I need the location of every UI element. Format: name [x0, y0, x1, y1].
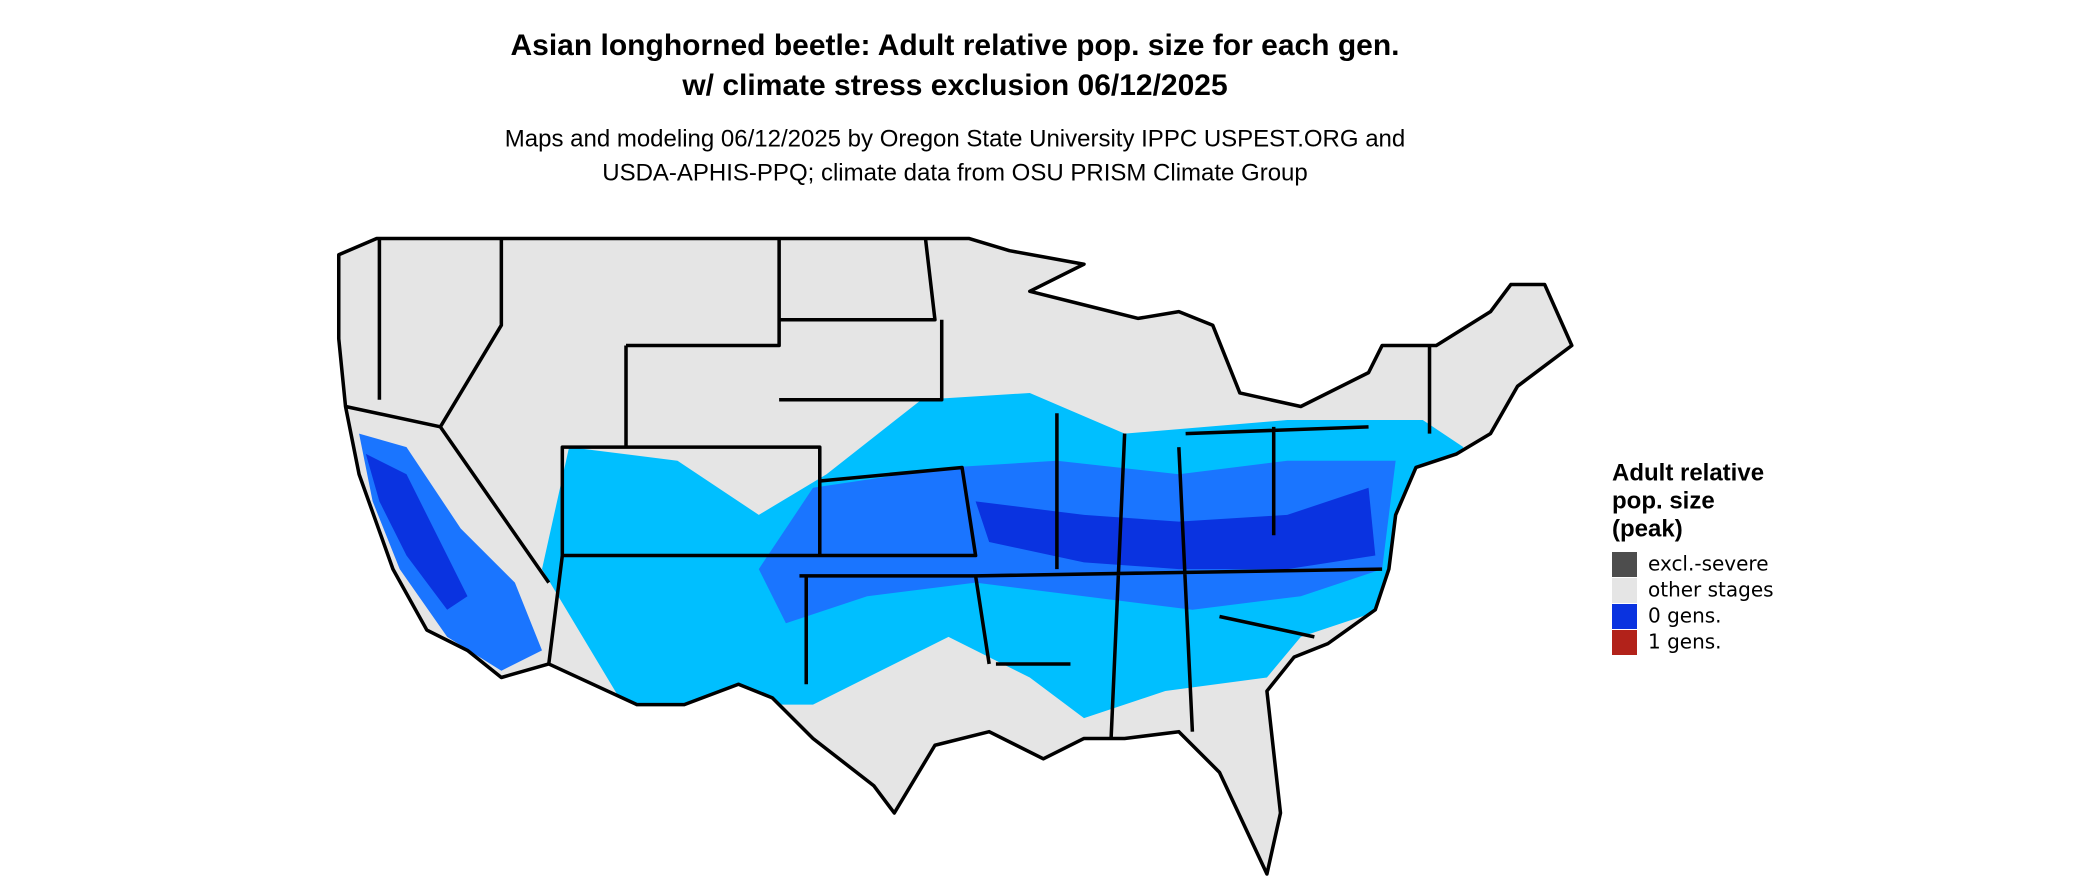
legend-title: pop. size [1612, 487, 1715, 514]
title: Asian longhorned beetle: Adult relative … [510, 29, 1399, 62]
legend-label: 1 gens. [1648, 630, 1722, 654]
legend-swatch [1612, 604, 1637, 629]
range-layer [359, 392, 1464, 719]
legend-label: excl.-severe [1648, 552, 1769, 576]
legend-swatch [1612, 630, 1637, 655]
legend-title: (peak) [1612, 515, 1683, 542]
legend-label: 0 gens. [1648, 604, 1722, 628]
dark-blue-zone [975, 487, 1376, 570]
legend-swatch [1612, 578, 1637, 603]
subtitle: USDA-APHIS-PPQ; climate data from OSU PR… [602, 159, 1308, 186]
legend-swatch [1612, 552, 1637, 577]
map [336, 236, 1574, 876]
legend-title: Adult relative [1612, 459, 1764, 486]
dark-blue-zone [365, 453, 468, 610]
title: w/ climate stress exclusion 06/12/2025 [681, 69, 1227, 102]
subtitle: Maps and modeling 06/12/2025 by Oregon S… [505, 125, 1405, 152]
legend-label: other stages [1648, 578, 1774, 602]
